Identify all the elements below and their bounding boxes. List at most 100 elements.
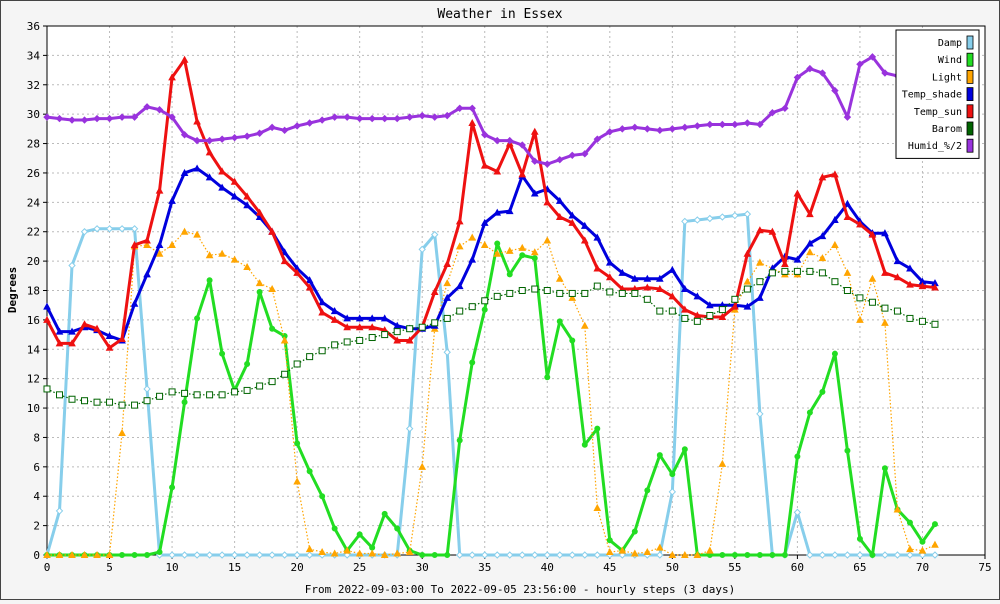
- series-line-barom: [46, 270, 936, 406]
- data-point-temp-sun-15: [230, 177, 239, 185]
- data-point-damp-43: [581, 551, 589, 559]
- legend-swatch-light: [966, 70, 974, 84]
- data-point-temp-sun-17: [255, 208, 264, 216]
- data-point-temp-shade-15: [230, 192, 239, 200]
- data-point-temp-shade-67: [881, 229, 889, 237]
- data-point-light-13: [205, 251, 214, 259]
- data-point-damp-34: [468, 551, 476, 559]
- data-point-humid-2-4: [93, 114, 101, 123]
- data-point-temp-sun-32: [443, 260, 452, 268]
- data-point-damp-17: [255, 551, 264, 559]
- data-point-barom-42: [568, 289, 576, 297]
- data-point-wind-63: [831, 350, 838, 357]
- y-tick-label-10: 20: [27, 255, 40, 268]
- data-point-temp-sun-45: [605, 273, 614, 281]
- data-point-humid-2-8: [143, 103, 151, 111]
- data-point-temp-sun-54: [718, 312, 727, 320]
- data-point-temp-sun-11: [180, 55, 189, 63]
- data-point-temp-sun-20: [293, 268, 301, 276]
- x-tick-label-10: 50: [666, 561, 679, 574]
- data-point-wind-50: [669, 471, 676, 478]
- data-point-damp-5: [105, 225, 114, 233]
- data-point-barom-17: [256, 382, 264, 390]
- data-point-temp-shade-7: [130, 299, 139, 307]
- data-point-damp-12: [193, 551, 201, 559]
- data-point-wind-54: [719, 552, 726, 558]
- data-point-humid-2-58: [768, 108, 777, 117]
- y-tick-label-3: 6: [33, 461, 40, 474]
- data-point-temp-shade-12: [193, 164, 201, 172]
- data-point-wind-20: [294, 440, 301, 447]
- data-point-temp-shade-27: [380, 314, 389, 322]
- data-point-humid-2-44: [593, 135, 602, 143]
- data-point-barom-41: [556, 289, 564, 297]
- data-point-light-48: [643, 548, 652, 556]
- data-point-barom-35: [481, 297, 489, 305]
- data-point-humid-2-64: [843, 113, 852, 121]
- data-point-temp-shade-42: [568, 211, 577, 219]
- data-point-light-67: [881, 318, 889, 326]
- data-point-temp-shade-24: [343, 314, 352, 322]
- data-point-barom-36: [493, 292, 501, 300]
- data-point-temp-sun-63: [831, 170, 839, 178]
- data-point-light-4: [93, 550, 101, 558]
- data-point-damp-35: [481, 551, 489, 559]
- data-point-light-40: [543, 236, 552, 244]
- data-point-temp-sun-13: [205, 148, 214, 156]
- data-point-temp-sun-43: [580, 236, 589, 244]
- data-point-humid-2-12: [193, 136, 201, 145]
- data-point-barom-5: [106, 398, 114, 406]
- data-point-temp-sun-19: [280, 257, 289, 265]
- data-point-wind-56: [744, 552, 751, 558]
- data-point-light-23: [330, 549, 339, 557]
- data-point-temp-shade-57: [756, 293, 764, 301]
- data-point-light-24: [343, 546, 352, 554]
- data-point-damp-56: [743, 210, 752, 218]
- data-point-wind-13: [206, 277, 213, 284]
- data-point-damp-41: [556, 551, 564, 559]
- data-point-temp-sun-38: [518, 170, 527, 178]
- data-point-damp-71: [931, 551, 939, 559]
- data-point-barom-59: [781, 267, 789, 275]
- data-point-humid-2-65: [856, 60, 864, 68]
- data-point-light-11: [180, 227, 189, 235]
- data-point-light-26: [368, 549, 377, 557]
- data-point-humid-2-10: [168, 113, 176, 121]
- data-point-light-32: [443, 279, 452, 287]
- x-tick-label-13: 65: [853, 561, 866, 574]
- data-point-temp-shade-46: [618, 268, 627, 276]
- data-point-temp-shade-2: [68, 327, 76, 335]
- data-point-wind-31: [431, 552, 438, 558]
- x-tick-label-0: 0: [44, 561, 51, 574]
- data-point-barom-51: [681, 314, 689, 322]
- data-point-wind-59: [781, 552, 788, 558]
- data-point-damp-2: [68, 261, 76, 270]
- data-point-temp-shade-25: [355, 314, 364, 322]
- data-point-temp-shade-61: [806, 239, 814, 247]
- data-point-temp-shade-32: [443, 293, 452, 301]
- data-point-humid-2-27: [380, 114, 389, 123]
- data-point-wind-27: [381, 510, 388, 517]
- data-point-barom-45: [606, 288, 614, 296]
- data-point-damp-42: [568, 551, 576, 559]
- data-point-temp-shade-36: [493, 208, 502, 216]
- data-point-light-36: [493, 249, 502, 257]
- data-point-light-43: [580, 321, 589, 329]
- data-point-damp-3: [80, 228, 89, 236]
- plot-area: 0 5 10 15 20 25 30 35 40 45 50 55 60 65 70 750246810121…: [27, 20, 992, 574]
- data-point-humid-2-63: [831, 86, 839, 95]
- data-point-wind-39: [531, 255, 538, 262]
- x-tick-label-3: 15: [228, 561, 241, 574]
- x-tick-label-8: 40: [541, 561, 554, 574]
- y-tick-label-8: 16: [27, 314, 40, 327]
- data-point-temp-sun-6: [118, 334, 126, 342]
- data-point-wind-55: [731, 552, 738, 558]
- data-point-humid-2-31: [430, 113, 439, 121]
- data-point-light-61: [806, 248, 814, 256]
- data-point-barom-71: [931, 320, 939, 328]
- data-point-barom-61: [806, 267, 814, 275]
- data-point-temp-sun-7: [130, 240, 139, 248]
- data-point-temp-shade-39: [530, 189, 539, 197]
- y-tick-label-9: 18: [27, 285, 40, 298]
